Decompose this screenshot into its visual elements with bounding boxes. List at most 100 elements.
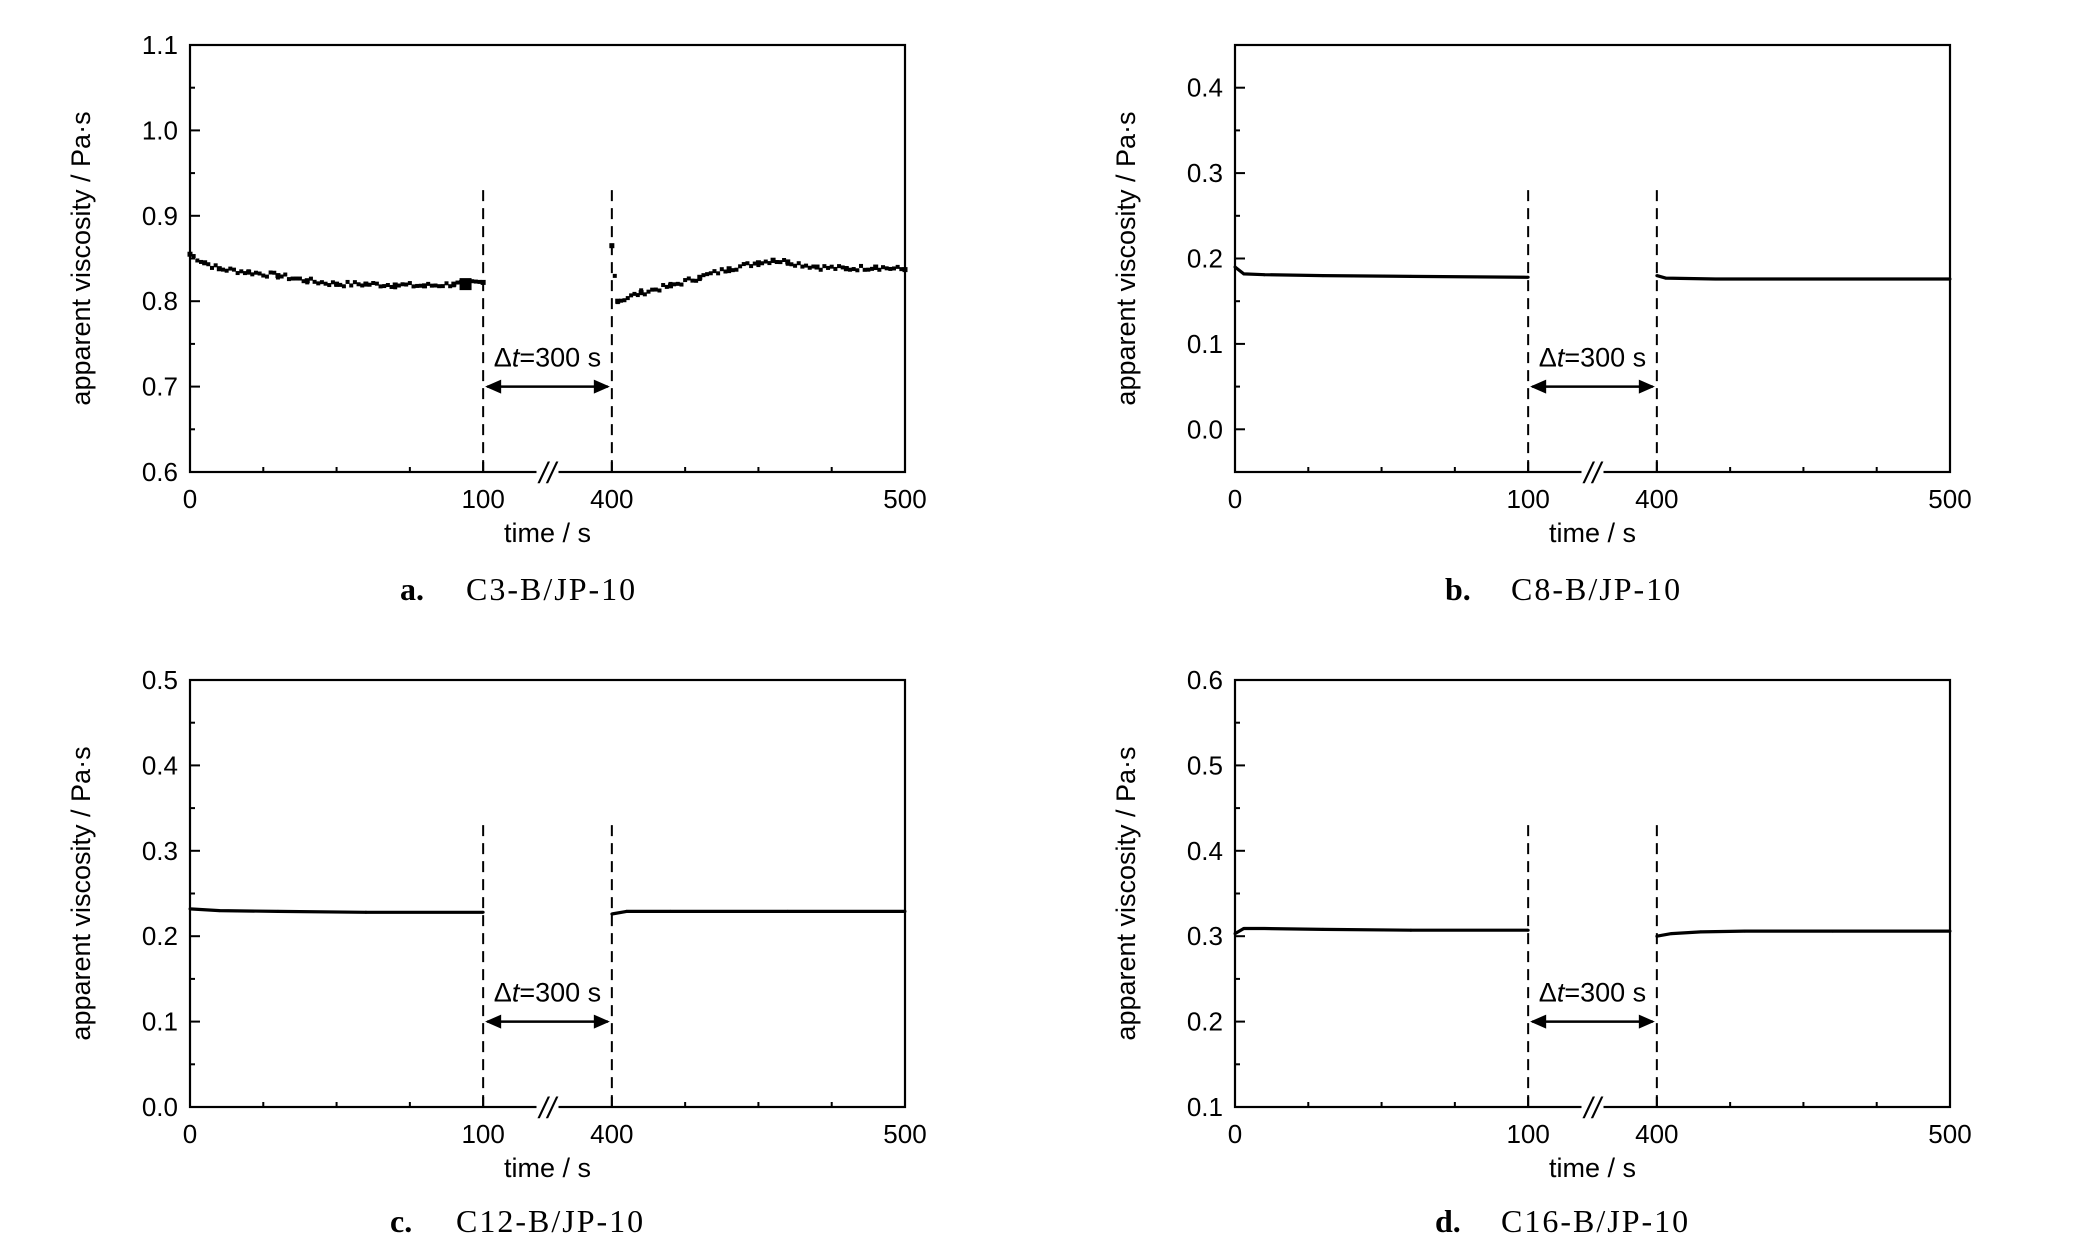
data-marker bbox=[818, 267, 823, 272]
y-tick-label: 1.1 bbox=[142, 30, 178, 60]
data-marker bbox=[319, 280, 324, 285]
data-marker bbox=[690, 278, 695, 283]
x-tick-label: 100 bbox=[461, 484, 504, 514]
x-tick-label: 100 bbox=[461, 1119, 504, 1149]
data-point bbox=[1233, 265, 1237, 269]
data-marker bbox=[455, 280, 460, 285]
y-tick-label: 0.5 bbox=[1187, 750, 1223, 780]
data-marker bbox=[800, 264, 805, 269]
data-marker bbox=[862, 267, 867, 272]
data-marker bbox=[250, 272, 255, 277]
series-1 bbox=[1233, 926, 1952, 938]
gap-annotation: Δt=300 s bbox=[494, 343, 601, 373]
plot-frame bbox=[188, 43, 907, 474]
axis-break-gap bbox=[1581, 469, 1604, 475]
data-point bbox=[246, 269, 252, 275]
data-marker bbox=[345, 279, 350, 284]
data-marker bbox=[407, 281, 412, 286]
gap-arrow-head-right bbox=[593, 379, 610, 394]
data-marker bbox=[297, 276, 302, 281]
data-marker bbox=[829, 264, 834, 269]
y-tick-label: 0.3 bbox=[1187, 921, 1223, 951]
data-marker bbox=[723, 269, 728, 274]
data-marker bbox=[341, 284, 346, 289]
data-point bbox=[755, 260, 761, 266]
data-marker bbox=[664, 284, 669, 289]
data-point bbox=[902, 267, 908, 273]
data-marker bbox=[327, 283, 332, 288]
data-point bbox=[364, 910, 368, 914]
data-line-before-gap bbox=[189, 907, 484, 914]
gap-arrow bbox=[485, 1014, 610, 1029]
gap-annotation: Δt=300 s bbox=[494, 978, 601, 1008]
data-marker bbox=[429, 283, 434, 288]
data-point bbox=[610, 912, 614, 916]
data-marker bbox=[294, 276, 299, 281]
x-tick-label: 400 bbox=[590, 484, 633, 514]
data-marker bbox=[213, 263, 218, 268]
data-point bbox=[843, 266, 849, 272]
data-marker bbox=[767, 261, 772, 266]
data-marker bbox=[855, 268, 860, 273]
data-marker bbox=[804, 263, 809, 268]
data-point bbox=[216, 266, 222, 272]
data-marker bbox=[470, 279, 475, 284]
x-axis: 0 100 400 500 // bbox=[183, 1092, 927, 1149]
data-marker bbox=[415, 283, 420, 288]
data-marker bbox=[642, 292, 647, 297]
data-point bbox=[187, 251, 193, 257]
data-marker bbox=[833, 266, 838, 271]
data-point bbox=[609, 243, 615, 249]
y-tick-label: 1.0 bbox=[142, 115, 178, 145]
x-axis-title: time / s bbox=[1549, 1153, 1636, 1183]
data-point bbox=[814, 264, 820, 270]
data-marker bbox=[796, 261, 801, 266]
x-tick-label: 0 bbox=[1228, 484, 1242, 514]
x-tick-label: 500 bbox=[1928, 1119, 1971, 1149]
data-point bbox=[1831, 277, 1835, 281]
x-tick-label: 0 bbox=[183, 1119, 197, 1149]
chart-panel-1: 0.6 0.7 0.8 0.9 1.0 1.1 0 100 400 500 // time / s ap… bbox=[66, 30, 927, 607]
data-marker bbox=[279, 274, 284, 279]
gap-arrow-head-left bbox=[485, 379, 502, 394]
data-marker bbox=[349, 283, 354, 288]
axis-break-symbol: // bbox=[537, 1092, 558, 1125]
data-marker bbox=[268, 270, 273, 275]
y-tick-label: 0.1 bbox=[1187, 1092, 1223, 1122]
data-marker bbox=[231, 267, 236, 272]
data-marker bbox=[272, 270, 277, 275]
data-marker bbox=[301, 279, 306, 284]
data-marker bbox=[683, 278, 688, 283]
axis-break-symbol: // bbox=[1582, 1092, 1603, 1125]
data-marker bbox=[822, 264, 827, 269]
data-point bbox=[1655, 934, 1659, 938]
data-marker bbox=[235, 271, 240, 276]
data-marker bbox=[612, 273, 617, 278]
data-point bbox=[1699, 930, 1703, 934]
data-marker bbox=[477, 279, 482, 284]
data-marker bbox=[686, 276, 691, 281]
y-axis: 0.1 0.2 0.3 0.4 0.5 0.6 bbox=[1187, 665, 1245, 1122]
gap-arrow bbox=[1530, 1014, 1655, 1029]
series-1 bbox=[1233, 265, 1952, 281]
data-point bbox=[903, 909, 907, 913]
plot-frame bbox=[1233, 43, 1952, 474]
x-axis: 0 100 400 500 // bbox=[1228, 457, 1972, 514]
data-marker bbox=[877, 267, 882, 272]
annotation-value: =300 s bbox=[519, 343, 601, 373]
y-tick-label: 0.2 bbox=[142, 921, 178, 951]
data-marker bbox=[389, 284, 394, 289]
data-marker bbox=[672, 282, 677, 287]
y-tick-label: 0.9 bbox=[142, 201, 178, 231]
data-marker bbox=[352, 280, 357, 285]
gap-arrow bbox=[1530, 379, 1655, 394]
data-marker bbox=[653, 287, 658, 292]
gap-annotation: Δt=300 s bbox=[1539, 343, 1646, 373]
data-marker bbox=[198, 259, 203, 264]
data-marker bbox=[837, 264, 842, 269]
data-marker bbox=[619, 298, 624, 303]
data-marker bbox=[745, 261, 750, 266]
data-marker bbox=[206, 262, 211, 267]
data-point bbox=[481, 910, 485, 914]
data-marker bbox=[312, 279, 317, 284]
